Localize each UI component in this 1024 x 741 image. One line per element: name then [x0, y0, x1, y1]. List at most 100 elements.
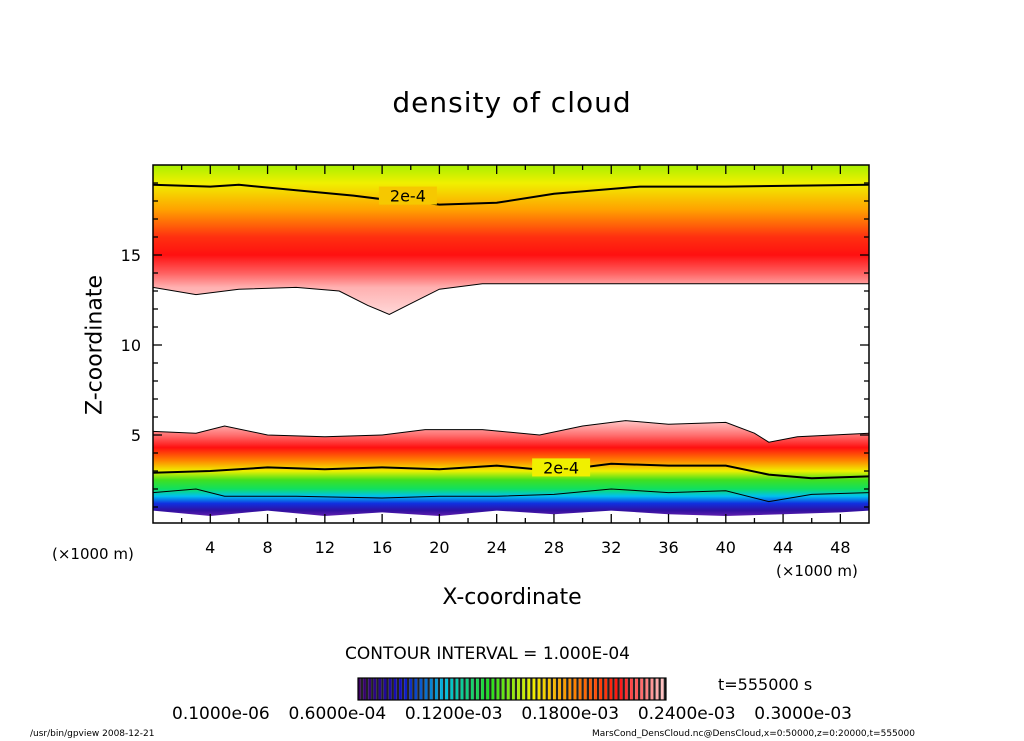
colorbar-swatch	[630, 678, 633, 700]
colorbar-swatch	[450, 678, 454, 700]
colorbar-swatch	[640, 678, 644, 700]
colorbar-swatch	[378, 678, 382, 700]
colorbar-swatch	[578, 678, 582, 700]
colorbar-swatch	[429, 678, 433, 700]
y-tick-label: 10	[121, 336, 141, 355]
plot-frame	[152, 164, 870, 524]
colorbar-gap	[442, 678, 446, 700]
colorbar-gap	[371, 678, 374, 700]
colorbar-swatch	[645, 678, 649, 700]
colorbar-gap	[376, 678, 379, 700]
lower-contour-2e-4	[152, 462, 870, 480]
colorbar-gap	[638, 678, 641, 700]
colorbar-swatch	[440, 678, 443, 700]
colorbar-swatch	[481, 678, 485, 700]
colorbar-swatch	[573, 678, 577, 700]
colorbar-labels: 0.1000e-06 0.6000e-04 0.1200e-03 0.1800e…	[172, 704, 852, 724]
x-tick-label: 8	[262, 538, 272, 557]
colorbar-swatch	[604, 678, 608, 700]
colorbar-gap	[607, 678, 610, 700]
colorbar-gap	[648, 678, 651, 700]
upper-cloud-fill	[153, 165, 869, 315]
chart-title: density of cloud	[392, 86, 632, 119]
colorbar-label: 0.1000e-06	[172, 704, 270, 724]
colorbar-gap	[525, 678, 528, 700]
colorbar-gap	[612, 678, 615, 700]
colorbar-gap	[643, 678, 646, 700]
colorbar-swatch	[373, 678, 377, 700]
colorbar-swatch	[609, 678, 613, 700]
colorbar-gap	[627, 678, 631, 700]
colorbar-swatch	[424, 678, 428, 700]
colorbar-gap	[617, 678, 620, 700]
colorbar-swatch	[506, 678, 510, 700]
colorbar-gap	[561, 678, 564, 700]
colorbar-swatch	[655, 678, 659, 700]
colorbar-swatch	[532, 678, 536, 700]
colorbar-swatch	[501, 678, 505, 700]
colorbar-swatch	[619, 678, 623, 700]
colorbar-swatch	[517, 678, 520, 700]
colorbar-swatch	[465, 678, 469, 700]
colorbar-gap	[468, 678, 471, 700]
colorbar-swatch	[445, 678, 449, 700]
contour-label: 2e-4	[390, 187, 426, 206]
colorbar-gap	[484, 678, 487, 700]
y-tick-label: 15	[121, 246, 141, 265]
colorbar-label: 0.1800e-03	[521, 704, 620, 724]
colorbar-swatch	[542, 678, 546, 700]
colorbar-gap	[401, 678, 405, 700]
colorbar-swatch	[491, 678, 495, 700]
colorbar-gap	[381, 678, 384, 700]
colorbar-gap	[432, 678, 435, 700]
colorbar-gap	[463, 678, 466, 700]
colorbar-swatch	[635, 678, 639, 700]
colorbar-gap	[591, 678, 595, 700]
colorbar-swatch	[404, 678, 408, 700]
contour-interval-label: CONTOUR INTERVAL = 1.000E-04	[345, 644, 630, 664]
colorbar-gap	[391, 678, 394, 700]
colorbar-swatch	[558, 678, 562, 700]
colorbar-gap	[540, 678, 543, 700]
colorbar-swatch	[470, 678, 474, 700]
colorbar-swatch	[553, 678, 556, 700]
upper-cloud-edge-contour	[152, 283, 869, 315]
colorbar-swatch	[563, 678, 567, 700]
colorbar-gap	[365, 678, 369, 700]
colorbar-label: 0.3000e-03	[754, 704, 852, 724]
colorbar-frame	[357, 677, 667, 701]
colorbar-swatch	[363, 678, 366, 700]
colorbar-swatch	[512, 678, 515, 700]
colorbar-gap	[453, 678, 456, 700]
colorbar-swatch	[409, 678, 413, 700]
x-tick-label: 28	[544, 538, 564, 557]
colorbar-swatch	[614, 678, 618, 700]
colorbar-gap	[489, 678, 492, 700]
colorbar-swatch	[660, 678, 664, 700]
colorbar-gap	[422, 678, 425, 700]
colorbar-swatch	[476, 678, 479, 700]
colorbar-gap	[494, 678, 497, 700]
colorbar-gap	[566, 678, 569, 700]
colorbar-gap	[535, 678, 538, 700]
colorbar-gap	[427, 678, 430, 700]
lower-contour-1e-4	[152, 488, 870, 503]
colorbar-gap	[386, 678, 389, 700]
colorbar-gap	[663, 678, 666, 700]
colorbar-gap	[658, 678, 661, 700]
colorbar-swatch	[455, 678, 459, 700]
y-unit-label: (×1000 m)	[776, 562, 858, 580]
colorbar-gap	[412, 678, 415, 700]
colorbar-gap	[530, 678, 533, 700]
colorbar-gap	[519, 678, 523, 700]
colorbar-gap	[504, 678, 507, 700]
colorbar-swatch	[547, 678, 551, 700]
colorbar-gap	[360, 678, 364, 700]
colorbar-swatch	[393, 678, 397, 700]
colorbar-swatch	[599, 678, 603, 700]
colorbar-gap	[437, 678, 441, 700]
x-tick-label: 12	[315, 538, 335, 557]
y-tick-label: 5	[131, 426, 141, 445]
colorbar-swatch	[527, 678, 531, 700]
